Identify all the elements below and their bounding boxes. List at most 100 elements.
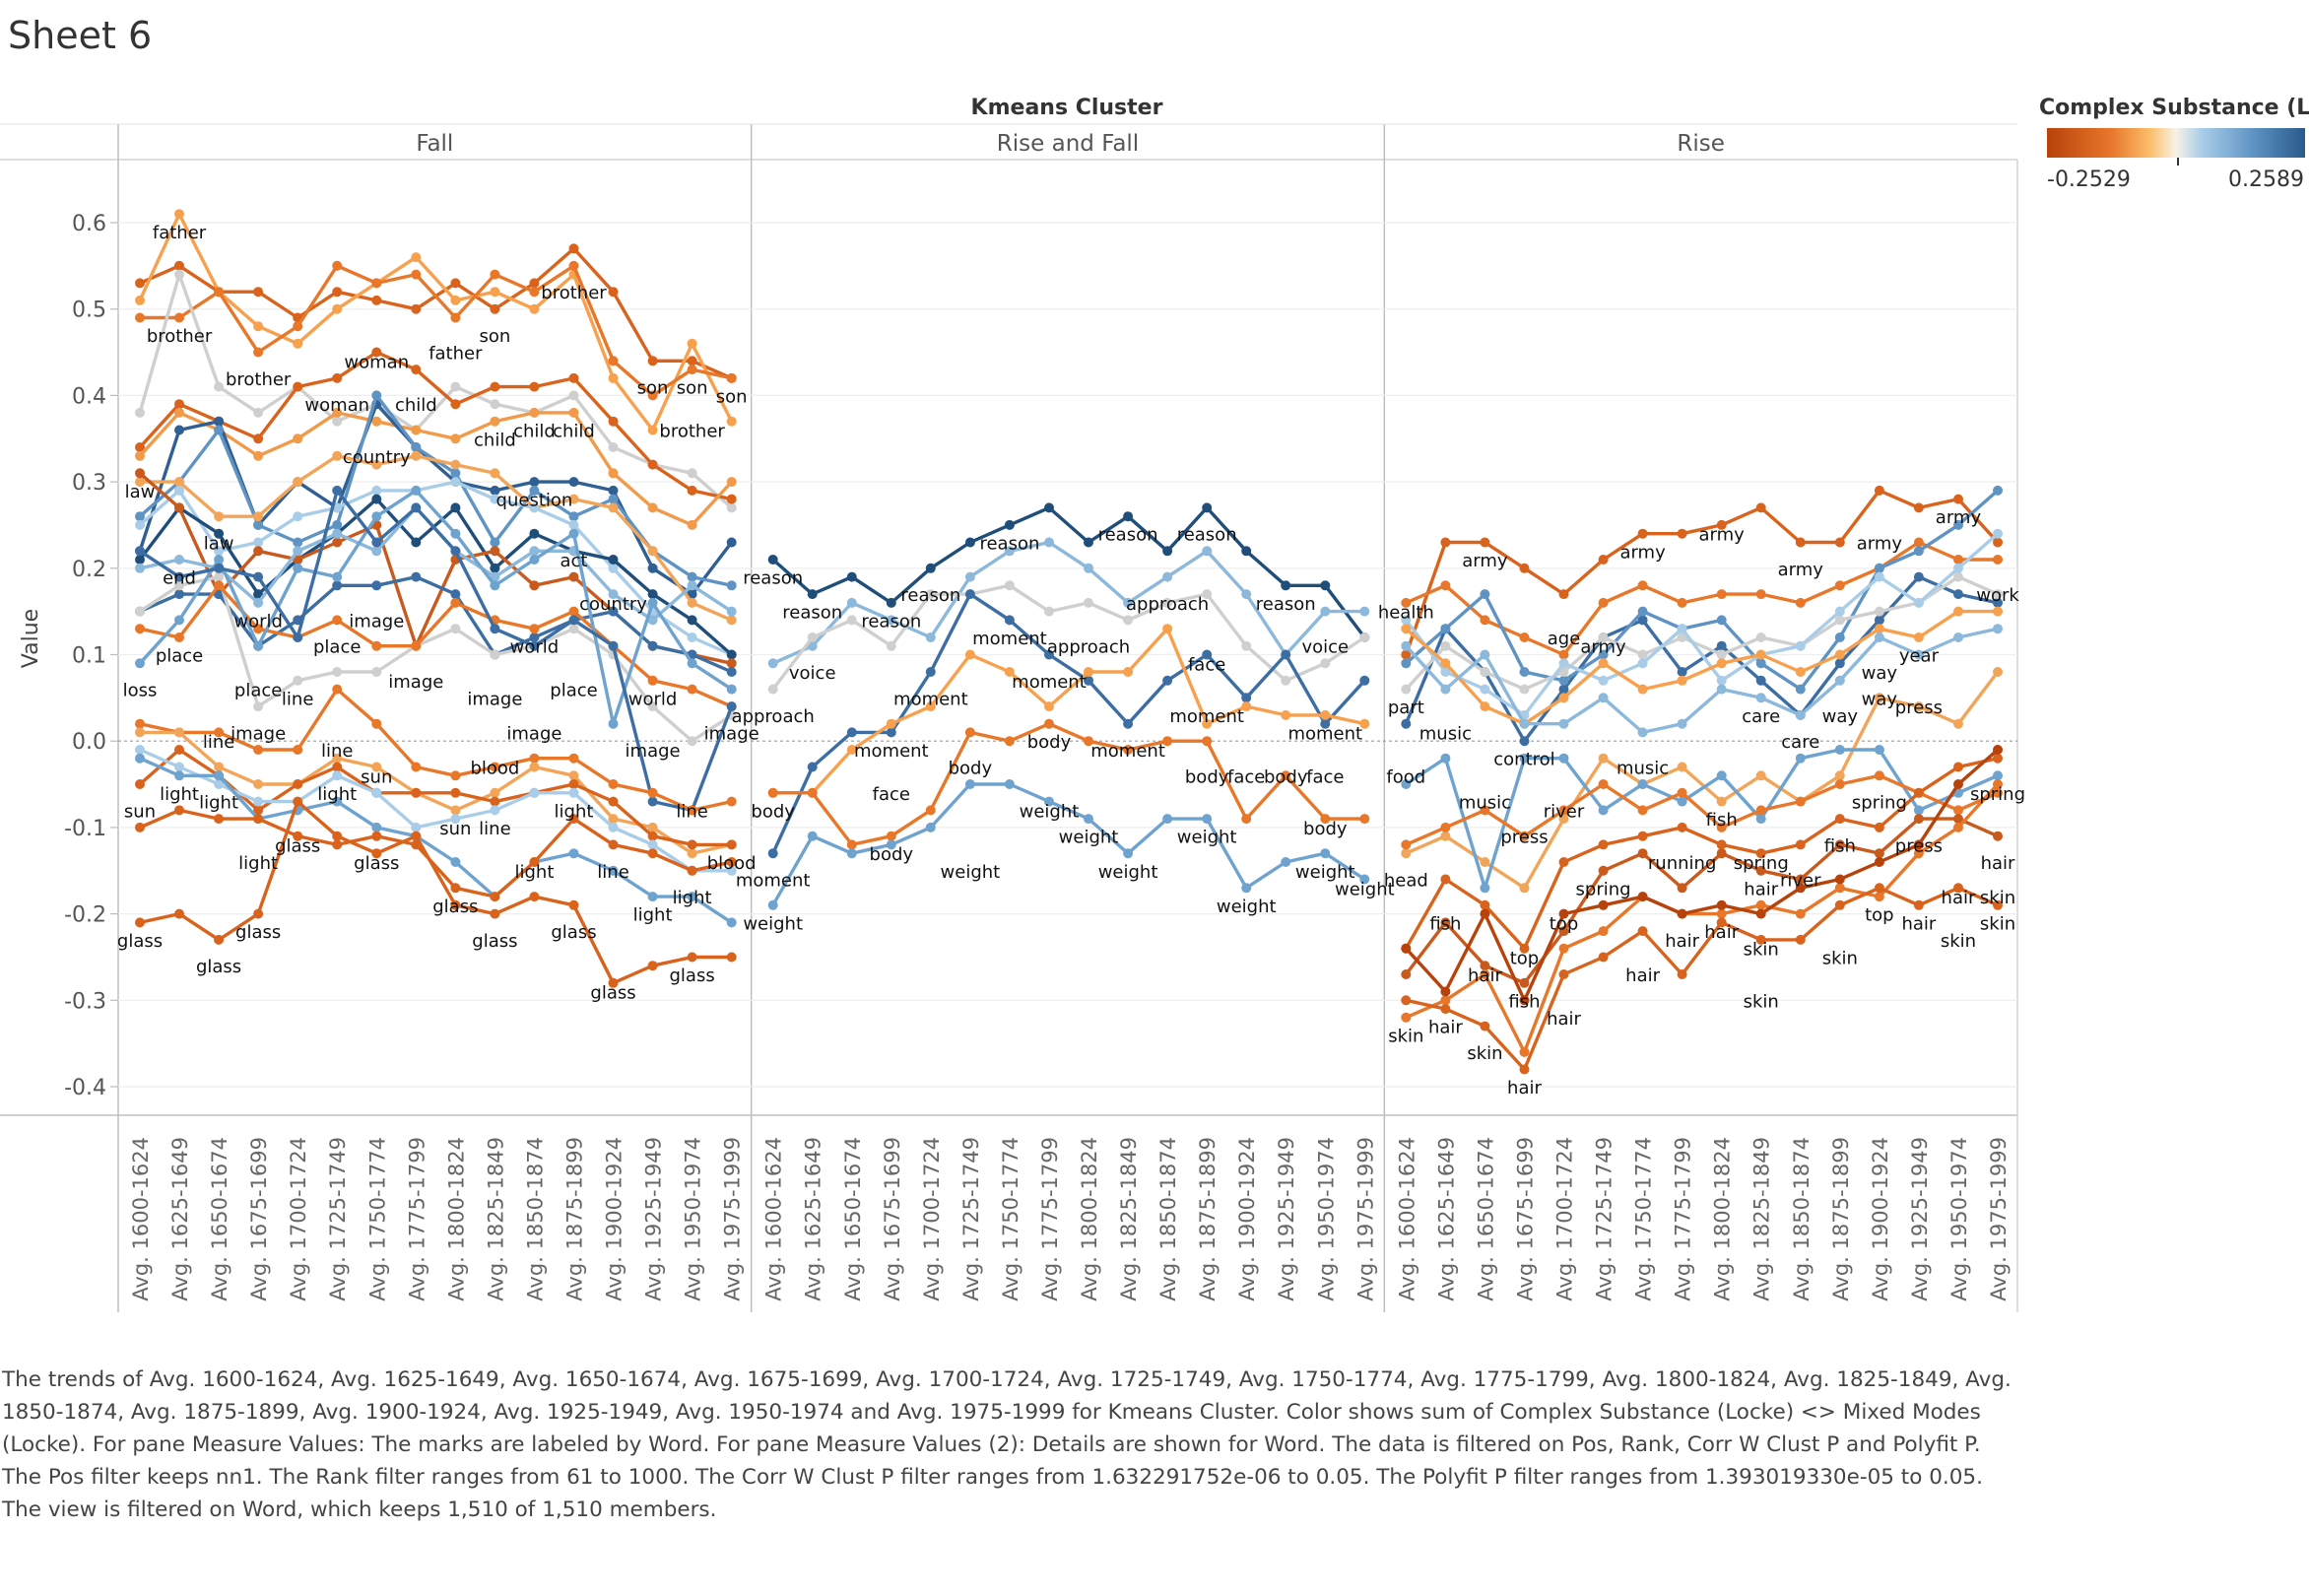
data-point[interactable]: [1519, 736, 1530, 747]
data-point[interactable]: [608, 814, 619, 825]
data-point[interactable]: [1637, 615, 1648, 626]
series-path[interactable]: [1405, 773, 1999, 846]
data-point[interactable]: [1953, 814, 1963, 825]
data-point[interactable]: [1320, 709, 1331, 720]
data-point[interactable]: [1558, 926, 1569, 937]
data-point[interactable]: [1874, 822, 1884, 832]
data-point[interactable]: [174, 727, 184, 738]
series-path[interactable]: [772, 540, 1365, 665]
data-point[interactable]: [1874, 485, 1884, 496]
data-point[interactable]: [1716, 908, 1727, 919]
data-point[interactable]: [687, 365, 697, 375]
data-point[interactable]: [1440, 537, 1451, 548]
data-point[interactable]: [1123, 718, 1134, 729]
series-path[interactable]: [138, 480, 733, 657]
data-point[interactable]: [1755, 693, 1766, 703]
data-point[interactable]: [1598, 952, 1609, 963]
data-point[interactable]: [1359, 718, 1370, 729]
data-point[interactable]: [1401, 848, 1412, 859]
data-point[interactable]: [371, 347, 382, 358]
data-point[interactable]: [214, 571, 225, 582]
data-point[interactable]: [371, 787, 382, 798]
data-point[interactable]: [135, 278, 145, 289]
data-point[interactable]: [529, 580, 540, 591]
data-point[interactable]: [411, 787, 422, 798]
data-point[interactable]: [135, 546, 145, 557]
data-point[interactable]: [1795, 883, 1806, 894]
data-point[interactable]: [1519, 667, 1530, 677]
data-point[interactable]: [1874, 883, 1884, 894]
data-point[interactable]: [529, 407, 540, 418]
data-point[interactable]: [1993, 624, 2003, 634]
data-point[interactable]: [135, 511, 145, 522]
data-point[interactable]: [135, 450, 145, 461]
data-point[interactable]: [608, 416, 619, 427]
data-point[interactable]: [1401, 597, 1412, 608]
series-path[interactable]: [140, 264, 733, 398]
data-point[interactable]: [1401, 779, 1412, 789]
series-path[interactable]: [1404, 757, 1999, 951]
series-path[interactable]: [1405, 574, 1999, 692]
data-point[interactable]: [1598, 839, 1609, 850]
series-line[interactable]: [135, 796, 737, 988]
series-line[interactable]: [135, 485, 737, 729]
data-point[interactable]: [135, 753, 145, 764]
data-point[interactable]: [1953, 494, 1963, 504]
data-point[interactable]: [1480, 684, 1490, 695]
data-point[interactable]: [529, 278, 540, 289]
data-point[interactable]: [1123, 597, 1134, 608]
data-point[interactable]: [608, 485, 619, 496]
data-point[interactable]: [608, 977, 619, 988]
data-point[interactable]: [214, 546, 225, 557]
series-path[interactable]: [138, 212, 734, 432]
data-point[interactable]: [1716, 615, 1727, 626]
data-point[interactable]: [1913, 502, 1924, 513]
data-point[interactable]: [293, 563, 303, 573]
data-point[interactable]: [925, 822, 936, 832]
data-point[interactable]: [371, 667, 382, 677]
data-point[interactable]: [1241, 883, 1252, 894]
data-point[interactable]: [726, 502, 737, 513]
data-point[interactable]: [1795, 537, 1806, 548]
data-point[interactable]: [608, 839, 619, 850]
data-point[interactable]: [1993, 899, 2003, 910]
data-point[interactable]: [174, 632, 184, 642]
data-point[interactable]: [135, 555, 145, 565]
data-point[interactable]: [450, 459, 461, 470]
data-point[interactable]: [1795, 597, 1806, 608]
data-point[interactable]: [371, 831, 382, 841]
data-point[interactable]: [1084, 667, 1093, 677]
data-point[interactable]: [411, 762, 422, 772]
data-point[interactable]: [371, 848, 382, 859]
data-point[interactable]: [568, 494, 579, 504]
data-point[interactable]: [1637, 528, 1648, 539]
data-point[interactable]: [1241, 814, 1252, 825]
data-point[interactable]: [174, 805, 184, 816]
data-point[interactable]: [647, 675, 658, 686]
data-point[interactable]: [490, 399, 500, 410]
data-point[interactable]: [293, 338, 303, 349]
data-point[interactable]: [253, 511, 264, 522]
data-point[interactable]: [608, 468, 619, 479]
data-point[interactable]: [1637, 805, 1648, 816]
data-point[interactable]: [1558, 908, 1569, 919]
data-point[interactable]: [925, 805, 936, 816]
data-point[interactable]: [1637, 727, 1648, 738]
data-point[interactable]: [1084, 675, 1093, 686]
data-point[interactable]: [1637, 606, 1648, 617]
data-point[interactable]: [767, 899, 778, 910]
data-point[interactable]: [568, 770, 579, 781]
data-point[interactable]: [1834, 745, 1845, 755]
data-point[interactable]: [1913, 814, 1924, 825]
data-point[interactable]: [1401, 969, 1412, 979]
data-point[interactable]: [253, 908, 264, 919]
data-point[interactable]: [647, 796, 658, 807]
data-point[interactable]: [1755, 934, 1766, 945]
data-point[interactable]: [1519, 977, 1530, 988]
data-point[interactable]: [450, 814, 461, 825]
data-point[interactable]: [490, 381, 500, 392]
data-point[interactable]: [253, 701, 264, 712]
data-point[interactable]: [1637, 848, 1648, 859]
data-point[interactable]: [1440, 658, 1451, 669]
data-point[interactable]: [1677, 718, 1687, 729]
